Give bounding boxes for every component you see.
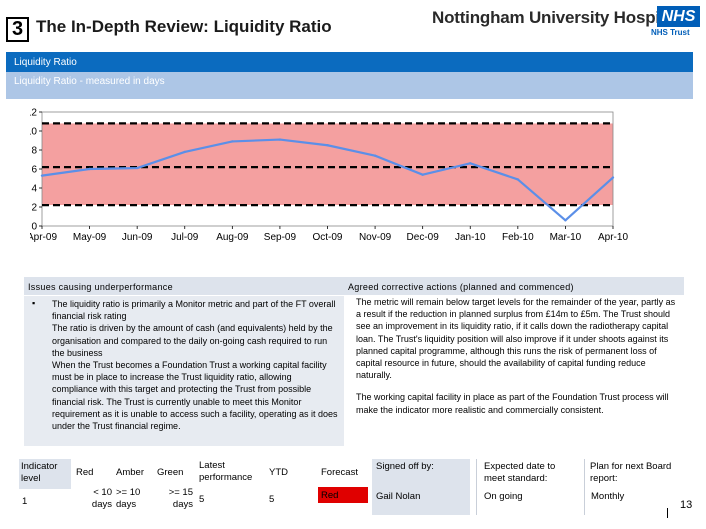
issues-paragraph-3: When the Trust becomes a Foundation Trus…	[52, 360, 338, 432]
signed-off-name: Gail Nolan	[376, 491, 421, 502]
chart-data-point	[516, 178, 520, 181]
actions-heading: Agreed corrective actions (planned and c…	[344, 277, 684, 295]
organisation-name: Nottingham University Hospitals	[432, 8, 689, 27]
actions-paragraph-1: The metric will remain below target leve…	[356, 297, 676, 381]
forecast-header: Forecast	[321, 467, 358, 478]
chart-data-point	[611, 176, 615, 179]
chart-x-tick-label: Nov-09	[359, 232, 392, 243]
chart-red-band	[42, 123, 613, 206]
chart-bottom-band	[42, 205, 613, 226]
chart-data-point	[231, 140, 234, 143]
expected-date-header-label: Expected date to meet standard:	[484, 461, 556, 484]
chart-data-point	[469, 162, 472, 165]
chart-x-tick-label: Jun-09	[122, 232, 153, 243]
chart-x-tick-label: Oct-09	[312, 232, 342, 243]
metric-subbanner: Liquidity Ratio - measured in days	[6, 72, 693, 99]
metric-banner: Liquidity Ratio	[6, 52, 693, 72]
red-threshold: < 10 days	[91, 487, 112, 510]
chart-y-tick-label: 6	[31, 165, 37, 176]
chart-x-tick-label: Dec-09	[407, 232, 440, 243]
chart-x-tick-label: Aug-09	[216, 232, 249, 243]
nhs-trust-label: NHS Trust	[651, 28, 690, 37]
signed-off-header: Signed off by:	[372, 459, 470, 489]
issues-heading: Issues causing underperformance	[24, 277, 344, 295]
ytd-header: YTD	[269, 467, 288, 478]
forecast-status-label: Red	[321, 490, 339, 501]
red-header: Red	[76, 467, 94, 478]
chart-data-point	[183, 150, 186, 154]
chart-data-point	[564, 219, 567, 222]
page-title: The In-Depth Review: Liquidity Ratio	[36, 17, 332, 36]
chart-x-tick-label: Apr-10	[598, 232, 628, 243]
table-divider	[476, 459, 477, 515]
actions-heading-label: Agreed corrective actions (planned and c…	[348, 282, 574, 292]
plan-header-label: Plan for next Board report:	[590, 461, 672, 484]
chart-top-band	[42, 112, 613, 124]
forecast-status-badge: Red	[318, 487, 368, 503]
chart-x-tick-label: Jan-10	[455, 232, 486, 243]
chart-x-tick-label: Apr-09	[30, 232, 57, 243]
amber-threshold: >= 10 days	[116, 487, 141, 510]
metric-banner-label: Liquidity Ratio	[14, 57, 77, 68]
expected-date-header: Expected date to meet standard:	[480, 459, 578, 489]
issues-paragraph-2: The ratio is driven by the amount of cas…	[52, 323, 333, 358]
chart-x-tick-label: Sep-09	[264, 232, 297, 243]
table-divider	[584, 459, 585, 515]
bullet-icon: ▪	[32, 298, 36, 308]
chart-y-tick-label: 2	[31, 203, 37, 214]
actions-paragraph-2: The working capital facility in place as…	[356, 392, 669, 415]
chart-data-point	[278, 138, 282, 141]
actions-panel: The metric will remain below target leve…	[356, 296, 682, 416]
latest-performance-value: 5	[199, 494, 205, 505]
chart-y-tick-label: 8	[31, 146, 37, 157]
chart-y-tick-label: 12	[30, 108, 37, 119]
issues-heading-label: Issues causing underperformance	[28, 282, 173, 292]
green-threshold: >= 15 days	[168, 487, 193, 510]
chart-data-point	[40, 174, 44, 177]
indicator-level-header-label: Indicator level	[21, 461, 58, 484]
section-number: 3	[6, 17, 29, 42]
chart-x-tick-label: Feb-10	[502, 232, 534, 243]
chart-data-point	[326, 144, 329, 147]
chart-y-tick-label: 4	[31, 184, 37, 195]
page-number: 13	[680, 499, 693, 511]
chart-y-tick-label: 10	[30, 127, 37, 138]
ytd-value: 5	[269, 494, 275, 505]
issues-paragraph-1: The liquidity ratio is primarily a Monit…	[52, 299, 336, 322]
chart-data-point	[421, 173, 424, 176]
green-header: Green	[157, 467, 184, 478]
indicator-level-value: 1	[22, 496, 28, 507]
chart-y-tick-label: 0	[31, 222, 37, 233]
issues-panel: ▪ The liquidity ratio is primarily a Mon…	[24, 296, 344, 446]
plan-header: Plan for next Board report:	[588, 459, 693, 489]
plan-value: Monthly	[591, 491, 625, 502]
signed-off-value: Gail Nolan	[372, 489, 470, 515]
chart-data-point	[135, 166, 139, 170]
chart-x-tick-label: Jul-09	[171, 232, 199, 243]
chart-x-tick-label: May-09	[73, 232, 107, 243]
chart-data-point	[373, 154, 377, 157]
chart-data-point	[88, 167, 91, 171]
chart-x-tick-label: Mar-10	[550, 232, 582, 243]
signed-off-header-label: Signed off by:	[376, 461, 434, 472]
amber-header: Amber	[116, 467, 144, 478]
page-number-divider	[667, 508, 668, 518]
metric-subbanner-label: Liquidity Ratio - measured in days	[14, 76, 165, 87]
expected-date-value: On going	[484, 491, 523, 502]
latest-performance-header: Latest performance	[199, 460, 253, 483]
nhs-logo: NHS	[657, 6, 700, 27]
liquidity-ratio-chart: 0 2 4 6 8 10 12 Apr-09 May-09 Jun-09 Jul-09 Aug-09 S…	[30, 108, 628, 244]
indicator-level-header: Indicator level	[19, 459, 71, 489]
